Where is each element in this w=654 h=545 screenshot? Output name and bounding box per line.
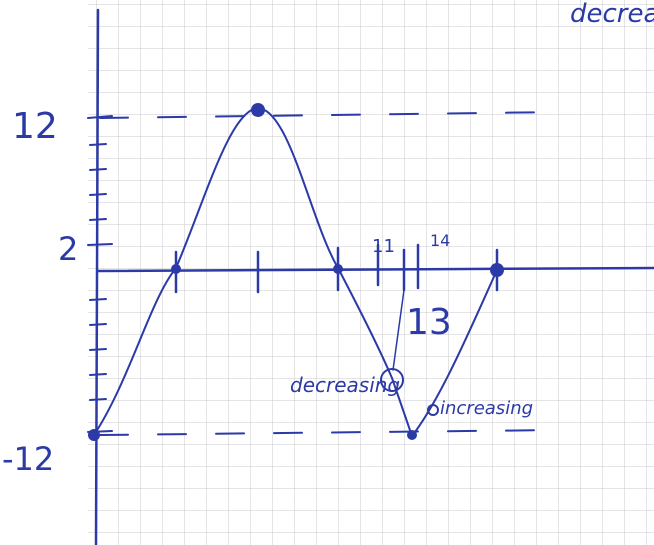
y-label: -12 xyxy=(2,440,54,478)
y-label: 2 xyxy=(58,230,78,268)
annotation: decreasing xyxy=(290,373,400,397)
annotation: increasing xyxy=(440,398,533,419)
x-label: 13 xyxy=(406,302,452,343)
y-label: 12 xyxy=(12,106,58,147)
x-label: 11 xyxy=(372,236,395,257)
x-label: 14 xyxy=(430,231,450,250)
sketch: decrea 12 2 -12 11 14 13 decreasing incr… xyxy=(0,0,654,545)
top-note: decrea xyxy=(570,0,654,29)
